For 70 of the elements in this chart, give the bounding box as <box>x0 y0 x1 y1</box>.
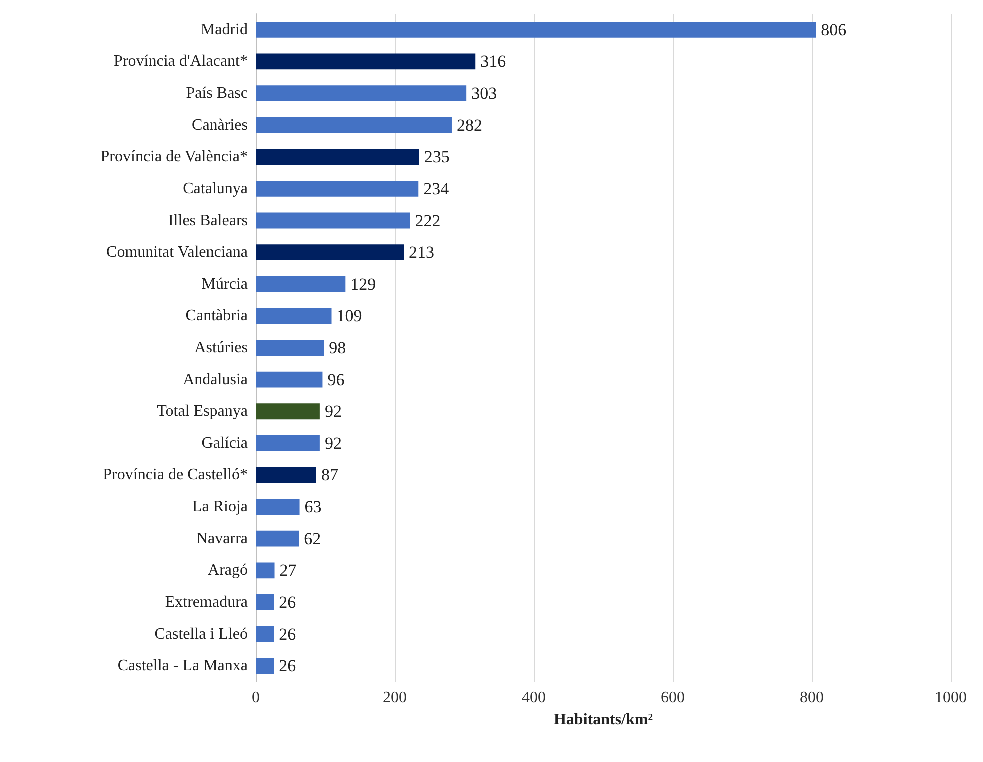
y-tick-label: Navarra <box>196 530 248 548</box>
y-tick-label: Castella - La Manxa <box>118 658 248 675</box>
bar <box>256 244 404 261</box>
y-tick-label: Província d'Alacant* <box>114 53 248 70</box>
y-tick-label: La Rioja <box>192 498 248 516</box>
data-label: 806 <box>821 20 847 40</box>
bar <box>256 276 346 292</box>
bar <box>256 117 452 134</box>
x-tick-label: 200 <box>383 690 407 706</box>
bar <box>256 181 419 197</box>
data-label: 213 <box>409 243 435 262</box>
data-label: 282 <box>456 116 482 135</box>
x-tick-label: 400 <box>522 690 546 706</box>
bar <box>256 86 467 102</box>
bar <box>256 467 316 484</box>
y-tick-label: Cantàbria <box>186 308 248 325</box>
data-label: 303 <box>472 84 498 104</box>
bar <box>256 372 323 388</box>
y-tick-label: Aragó <box>208 562 248 580</box>
bar <box>256 530 300 547</box>
data-label: 92 <box>324 434 342 453</box>
x-tick-label: 1000 <box>935 690 967 706</box>
bar <box>256 308 332 324</box>
bar <box>256 22 816 38</box>
bar <box>256 340 324 356</box>
data-label: 26 <box>279 624 296 644</box>
bar <box>256 149 420 166</box>
y-tick-label: Extremadura <box>165 594 248 611</box>
y-tick-label: Província de València* <box>100 148 248 166</box>
data-label: 222 <box>415 211 441 230</box>
bar <box>256 499 300 515</box>
y-tick-label: Canàries <box>192 116 248 134</box>
data-label: 96 <box>328 370 345 390</box>
y-tick-label: Andalusia <box>183 371 248 388</box>
y-tick-label: Múrcia <box>202 276 248 293</box>
data-label: 98 <box>329 338 346 358</box>
y-tick-label: Catalunya <box>183 180 248 198</box>
data-label: 92 <box>324 402 342 422</box>
y-tick-label: País Basc <box>186 85 248 102</box>
bar <box>256 626 274 642</box>
data-label: 62 <box>304 529 322 548</box>
x-tick-label: 600 <box>661 690 685 706</box>
y-tick-label: Total Espanya <box>157 403 248 420</box>
data-label: 63 <box>304 498 322 517</box>
x-tick-label: 800 <box>800 690 824 706</box>
y-tick-label: Galícia <box>202 434 248 452</box>
data-label: 109 <box>336 306 362 326</box>
bar <box>256 404 320 420</box>
data-label: 235 <box>424 148 450 167</box>
bar <box>256 435 320 452</box>
data-label: 316 <box>480 52 506 72</box>
data-label: 234 <box>424 179 450 198</box>
bar <box>256 658 274 674</box>
y-tick-label: Astúries <box>194 340 248 356</box>
bar <box>256 54 476 70</box>
bar <box>256 562 275 579</box>
bar <box>256 212 410 229</box>
x-axis-title: Habitants/km² <box>554 712 654 728</box>
data-label: 87 <box>321 466 339 485</box>
data-label: 26 <box>279 656 296 676</box>
y-tick-label: Comunitat Valenciana <box>106 244 248 262</box>
data-label: 129 <box>350 274 376 294</box>
y-tick-label: Madrid <box>200 21 248 38</box>
data-label: 26 <box>279 592 296 612</box>
y-tick-label: Castella i Lleó <box>154 626 248 643</box>
data-label: 27 <box>280 561 298 580</box>
y-tick-label: Illes Balears <box>168 212 248 230</box>
y-tick-label: Província de Castelló* <box>103 466 248 484</box>
bar <box>256 594 274 610</box>
x-tick-label: 0 <box>252 690 260 706</box>
